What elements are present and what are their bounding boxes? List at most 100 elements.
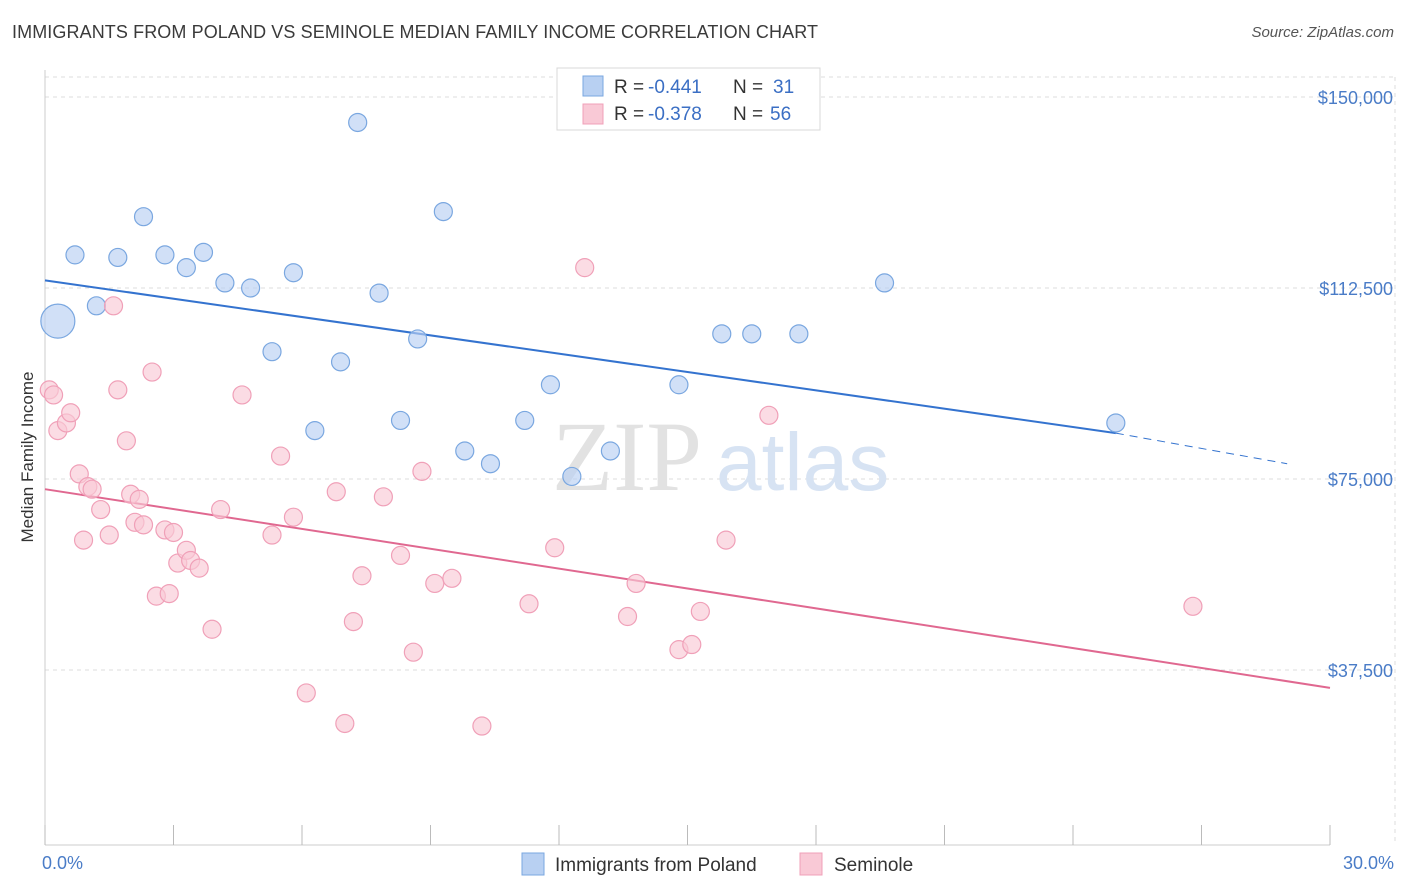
point-1-30	[262, 525, 282, 545]
point-0-17	[408, 329, 428, 349]
point-1-17	[133, 515, 154, 535]
point-0-21	[515, 410, 535, 431]
point-1-43	[442, 568, 462, 588]
bottom-legend-swatch-seminole	[799, 852, 823, 876]
point-1-1	[43, 385, 64, 405]
point-0-7	[193, 242, 214, 262]
point-1-29	[232, 385, 252, 405]
point-0-24	[600, 441, 621, 461]
point-1-37	[352, 566, 372, 586]
point-0-10	[262, 342, 282, 362]
point-1-35	[335, 713, 355, 734]
legend-swatch-seminole	[582, 103, 604, 125]
y-axis-label: Median Family Income	[18, 371, 37, 542]
legend-r-poland: -0.441	[648, 77, 702, 98]
point-1-49	[626, 573, 646, 594]
y-tick-label-1: $112,500	[1319, 279, 1393, 299]
point-0-27	[742, 324, 762, 344]
source-note: Source: ZipAtlas.com	[1251, 24, 1394, 41]
point-1-33	[296, 683, 316, 703]
trend-line-1	[44, 488, 1331, 689]
point-1-53	[716, 530, 736, 550]
point-0-20	[480, 454, 501, 474]
point-1-27	[202, 619, 222, 639]
legend-n-poland: 31	[773, 77, 794, 98]
point-1-18	[142, 362, 162, 382]
y-tick-label-2: $75,000	[1328, 470, 1393, 490]
point-1-28	[211, 499, 231, 520]
x-tick-right: 30.0%	[1343, 853, 1394, 873]
point-0-3	[108, 247, 128, 268]
y-tick-label-3: $37,500	[1328, 661, 1393, 681]
point-1-54	[759, 405, 779, 425]
bottom-legend: Immigrants from Poland Seminole	[521, 852, 913, 876]
point-1-11	[103, 296, 124, 316]
point-0-4	[133, 207, 154, 227]
point-1-38	[373, 487, 393, 507]
bottom-legend-label-poland: Immigrants from Poland	[555, 855, 757, 876]
point-1-39	[390, 545, 411, 566]
point-1-21	[159, 583, 179, 604]
point-0-16	[390, 410, 411, 431]
point-0-11	[283, 263, 304, 283]
chart-title: IMMIGRANTS FROM POLAND VS SEMINOLE MEDIA…	[12, 22, 819, 42]
point-0-9	[241, 278, 261, 298]
svg-text:N =: N =	[733, 104, 763, 125]
axes	[44, 70, 1331, 846]
point-0-8	[215, 273, 235, 293]
point-1-6	[73, 530, 94, 550]
point-1-31	[270, 446, 291, 466]
point-1-12	[108, 380, 128, 400]
point-0-0	[40, 303, 76, 339]
y-tick-labels: $150,000 $112,500 $75,000 $37,500	[1318, 88, 1393, 681]
x-tick-left: 0.0%	[42, 853, 83, 873]
point-1-40	[403, 642, 423, 662]
trend-line-0	[44, 279, 1116, 435]
point-1-8	[82, 479, 102, 499]
point-0-1	[65, 245, 85, 265]
point-1-41	[412, 461, 432, 481]
point-1-9	[91, 499, 111, 520]
svg-text:R =: R =	[614, 104, 644, 125]
point-0-13	[330, 352, 351, 372]
trend-line-ext-0	[1115, 432, 1288, 465]
point-0-15	[369, 283, 389, 303]
watermark-zip: ZIP	[552, 401, 702, 512]
bottom-legend-swatch-poland	[521, 852, 545, 876]
legend-swatch-poland	[582, 75, 604, 97]
point-0-5	[155, 245, 175, 265]
point-1-51	[682, 634, 702, 655]
point-0-23	[562, 466, 582, 487]
point-0-19	[455, 441, 475, 461]
point-0-29	[874, 273, 895, 293]
watermark-atlas: atlas	[716, 417, 889, 508]
point-1-45	[519, 594, 539, 614]
top-legend: R = -0.441 N = 31 R = -0.378 N = 56	[556, 67, 821, 131]
point-1-52	[690, 601, 710, 622]
point-0-30	[1106, 413, 1126, 433]
data-points	[39, 112, 1203, 736]
point-1-32	[283, 507, 304, 527]
point-0-12	[305, 421, 325, 441]
point-1-55	[1183, 596, 1203, 616]
point-1-26	[189, 558, 209, 578]
point-1-42	[425, 573, 445, 594]
legend-n-seminole: 56	[770, 104, 791, 125]
svg-text:N =: N =	[733, 77, 763, 98]
point-1-22	[163, 522, 184, 543]
point-1-36	[343, 612, 363, 632]
bottom-legend-label-seminole: Seminole	[834, 855, 913, 876]
point-0-22	[540, 375, 561, 395]
point-1-46	[545, 538, 565, 558]
point-1-10	[99, 525, 119, 545]
point-0-6	[176, 258, 196, 278]
point-1-4	[61, 403, 81, 423]
point-1-48	[617, 606, 638, 627]
point-1-34	[326, 482, 346, 502]
point-0-25	[669, 375, 689, 395]
point-1-47	[575, 258, 595, 278]
point-1-16	[129, 489, 149, 509]
point-0-26	[712, 324, 732, 344]
legend-r-seminole: -0.378	[648, 104, 702, 125]
